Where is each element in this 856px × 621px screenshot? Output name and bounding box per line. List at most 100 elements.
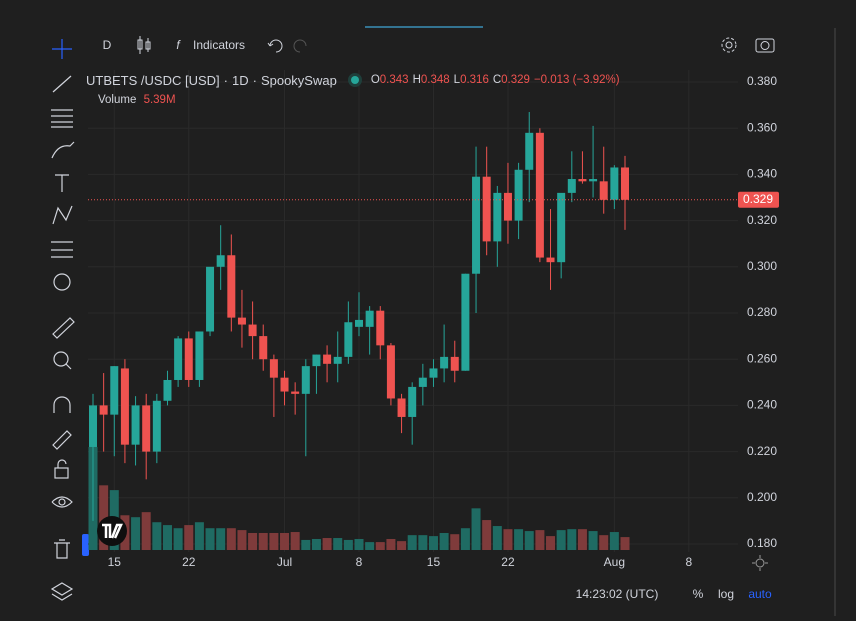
volume-bar — [609, 532, 619, 550]
low-key: L — [453, 74, 461, 86]
low-value: 0.316 — [460, 74, 489, 86]
crosshair-tool[interactable] — [52, 39, 72, 59]
close-value: 0.329 — [501, 74, 530, 86]
open-key: O — [370, 74, 380, 86]
volume-title: Volume — [98, 94, 137, 106]
candle-body — [237, 317, 246, 325]
exchange: SpookySwap — [260, 72, 337, 88]
interval-button[interactable]: D — [103, 38, 112, 52]
candle-body — [376, 310, 385, 346]
zoom-tool[interactable] — [53, 351, 72, 370]
volume-bar — [418, 535, 428, 550]
candle-body — [142, 405, 151, 452]
lock-tool[interactable] — [54, 459, 69, 479]
volume-bar — [577, 529, 587, 550]
log-toggle[interactable]: log — [718, 587, 734, 601]
candle-body — [365, 310, 374, 327]
hide-tool[interactable] — [51, 496, 73, 508]
volume-bar — [269, 532, 279, 550]
candle-body — [567, 179, 576, 193]
volume-bar — [194, 522, 204, 550]
candle-body — [440, 356, 449, 369]
candle-body — [248, 324, 257, 337]
y-tick-label: 0.180 — [747, 536, 777, 550]
settings-button[interactable] — [721, 37, 737, 53]
redo-button[interactable] — [293, 39, 307, 53]
chart-type-button[interactable] — [137, 36, 151, 54]
volume-bar — [141, 512, 151, 550]
volume-bar — [258, 532, 268, 550]
y-tick-label: 0.340 — [747, 167, 777, 181]
candle-body — [323, 354, 332, 364]
candle-body — [397, 398, 406, 417]
candle-body — [206, 266, 215, 332]
indicators-button[interactable]: Indicators — [193, 38, 245, 52]
candle-body — [110, 366, 119, 415]
candle-body — [418, 377, 427, 387]
candle-body — [355, 319, 363, 327]
delete-tool[interactable] — [54, 539, 70, 559]
volume-bar — [322, 538, 332, 550]
plot-area — [88, 70, 738, 552]
candle-body — [557, 192, 566, 263]
forecast-tool[interactable] — [51, 241, 73, 258]
fib-tool[interactable] — [51, 109, 73, 128]
lock-draw-tool[interactable] — [52, 430, 72, 450]
x-tick-label: 22 — [501, 555, 515, 569]
candle-body — [408, 386, 417, 417]
volume-bar — [131, 517, 141, 550]
candle-body — [482, 176, 491, 242]
x-tick-label: 15 — [108, 555, 122, 569]
price-label: 0.329 — [743, 192, 773, 206]
candle-body — [589, 179, 598, 182]
layers-button[interactable] — [50, 582, 74, 601]
candle-body — [344, 322, 353, 357]
candle-body — [450, 356, 459, 371]
candle-body — [429, 368, 438, 378]
volume-bar — [460, 528, 470, 550]
volume-bar — [343, 539, 353, 550]
candle-body — [503, 192, 512, 221]
snapshot-button[interactable] — [755, 38, 775, 53]
scale-settings[interactable] — [752, 555, 768, 571]
volume-bar — [365, 542, 375, 550]
volume-bar — [514, 529, 524, 550]
y-tick-label: 0.320 — [747, 213, 777, 227]
magnet-tool[interactable] — [53, 396, 71, 413]
volume-bar — [567, 529, 577, 550]
text-tool[interactable] — [55, 174, 69, 192]
volume-bar — [162, 525, 172, 550]
candle-body — [184, 338, 193, 380]
volume-bar — [407, 535, 417, 550]
x-tick-label: 15 — [427, 555, 441, 569]
measure-tool[interactable] — [52, 317, 75, 339]
collapse-tab[interactable] — [82, 534, 89, 556]
brush-tool[interactable] — [51, 141, 75, 159]
tv-logo — [97, 516, 127, 546]
close-key: C — [492, 74, 502, 86]
candle-body — [259, 336, 268, 360]
undo-button[interactable] — [267, 39, 283, 53]
candle-body — [269, 359, 278, 378]
y-tick-label: 0.220 — [747, 444, 777, 458]
pattern-tool[interactable] — [52, 205, 73, 225]
candle-body — [280, 377, 289, 392]
status-dot — [350, 76, 359, 84]
candle-body — [174, 338, 183, 380]
icon-tool[interactable] — [53, 273, 71, 291]
volume-bar — [333, 538, 343, 550]
trendline-tool[interactable] — [52, 75, 72, 93]
volume-bar — [556, 530, 566, 550]
candle-body — [333, 356, 342, 364]
x-tick-label: Jul — [277, 555, 292, 569]
percent-toggle[interactable]: % — [693, 587, 704, 601]
x-tick-label: Aug — [604, 555, 625, 569]
auto-toggle[interactable]: auto — [748, 587, 772, 601]
volume-bar — [524, 531, 534, 550]
candle-body — [386, 345, 395, 399]
symbol[interactable]: UTBETS /USDC [USD] — [86, 72, 220, 88]
candle-body — [599, 181, 608, 200]
volume-bar — [397, 541, 407, 550]
candle-body — [227, 255, 236, 318]
